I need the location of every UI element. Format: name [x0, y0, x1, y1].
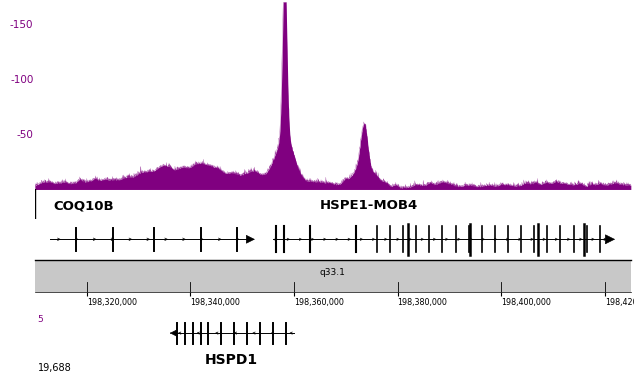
Text: HSPE1-MOB4: HSPE1-MOB4 — [320, 199, 418, 212]
Text: q33.1: q33.1 — [320, 268, 346, 277]
Text: HSPD1: HSPD1 — [205, 353, 259, 367]
Text: 5: 5 — [37, 315, 43, 324]
Text: 19,688: 19,688 — [37, 362, 71, 373]
Text: COQ10B: COQ10B — [53, 199, 113, 212]
